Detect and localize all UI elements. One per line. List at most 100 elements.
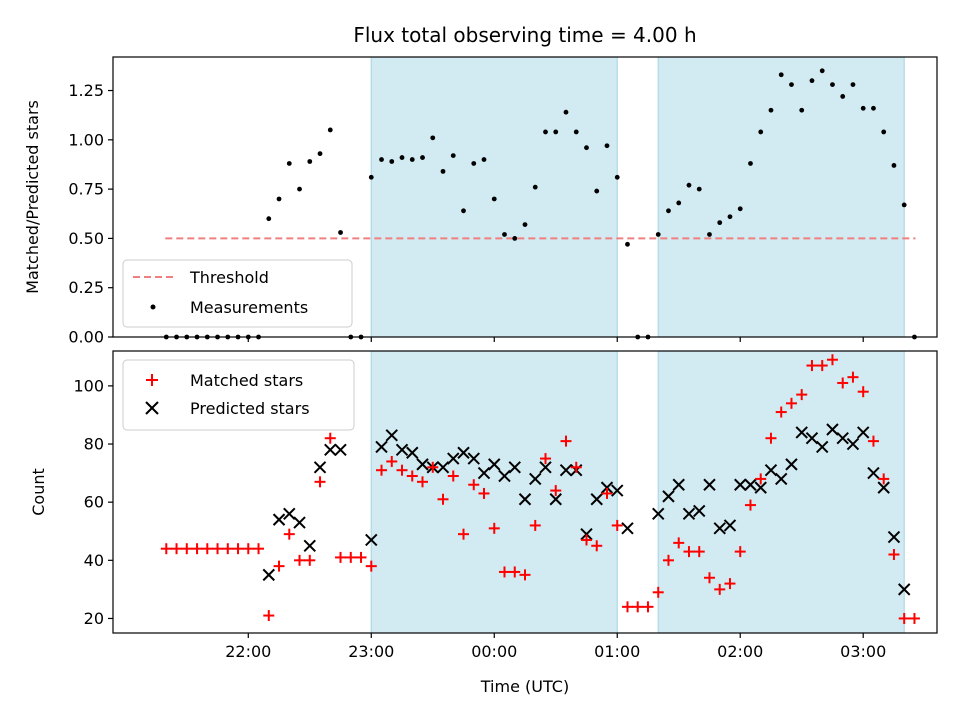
matched-point: [642, 601, 654, 613]
matched-point: [724, 578, 736, 590]
measurement-point: [317, 151, 323, 157]
matched-point: [283, 528, 295, 540]
shaded-region: [658, 351, 905, 633]
matched-point: [253, 543, 265, 555]
measurement-point: [399, 155, 405, 160]
matched-point: [591, 540, 603, 552]
legend-measurements-label: Measurements: [190, 298, 308, 317]
predicted-point: [529, 472, 542, 486]
matched-point: [878, 473, 890, 485]
bottom-y-tick-label: 60: [84, 493, 104, 512]
chart-title: Flux total observing time = 4.00 h: [353, 23, 696, 47]
bottom-axes-frame: [112, 350, 938, 634]
top-panel: 0.00 0.25 0.50 0.75 1.00 1.25 Matched/Predict…: [23, 56, 938, 347]
matched-point: [447, 470, 459, 482]
predicted-point: [436, 461, 450, 474]
matched-point: [212, 543, 224, 555]
shaded-region: [658, 57, 905, 337]
predicted-point: [734, 478, 747, 491]
predicted-point: [488, 458, 501, 471]
x-tick-label: 23:00: [348, 642, 394, 661]
measurement-point: [502, 232, 507, 237]
matched-point: [560, 435, 572, 447]
measurement-point: [871, 105, 876, 111]
matched-point: [826, 354, 838, 366]
predicted-point: [785, 458, 798, 471]
predicted-point: [559, 463, 573, 477]
measurement-point: [563, 109, 569, 115]
predicted-point: [713, 522, 726, 535]
top-x-ticks: [247, 337, 864, 342]
measurement-point: [604, 143, 610, 149]
measurement-point: [830, 82, 835, 88]
matched-point: [263, 610, 275, 622]
measurement-point: [758, 129, 764, 135]
predicted-point: [887, 530, 901, 544]
measurement-point: [717, 220, 723, 226]
measurement-point: [819, 68, 825, 74]
matched-point: [898, 612, 910, 624]
matched-point: [601, 487, 613, 499]
matched-point: [171, 543, 183, 555]
predicted-point: [723, 519, 737, 532]
matched-point: [550, 485, 562, 497]
measurement-point: [461, 208, 466, 214]
matched-point: [160, 543, 172, 555]
legend-measurements-swatch: [150, 304, 156, 310]
predicted-point: [682, 507, 696, 521]
measurement-point: [778, 72, 784, 78]
bottom-y-ticks: 20 40 60 80 100: [73, 376, 113, 628]
measurement-point: [727, 214, 733, 220]
predicted-point: [600, 481, 614, 494]
matched-point: [417, 476, 429, 488]
matched-point: [478, 487, 490, 499]
predicted-point: [539, 461, 552, 474]
matched-point: [867, 435, 879, 447]
predicted-point: [826, 423, 839, 436]
bottom-y-axis-label: Count: [29, 468, 48, 516]
matched-point: [509, 566, 521, 578]
matched-point: [908, 612, 920, 624]
top-y-tick-label: 0.00: [68, 328, 104, 347]
measurement-point: [532, 184, 538, 190]
matched-point: [857, 386, 869, 398]
measurement-point: [789, 82, 794, 88]
matched-point: [888, 549, 900, 561]
shaded-region: [371, 351, 618, 633]
measurement-point: [553, 129, 559, 135]
top-legend-box: [122, 259, 353, 328]
predicted-point: [846, 437, 860, 451]
predicted-point: [795, 426, 808, 439]
matched-point: [755, 473, 767, 485]
top-legend: Threshold Measurements: [122, 259, 353, 328]
bottom-y-tick-label: 40: [84, 551, 104, 570]
matched-point: [816, 360, 828, 372]
matched-point: [222, 543, 234, 555]
matched-point: [683, 546, 695, 558]
predicted-point: [775, 472, 788, 486]
measurement-point: [307, 159, 313, 164]
measurement-point: [614, 174, 620, 180]
bottom-y-tick-label: 80: [84, 435, 104, 454]
measurement-point: [748, 161, 753, 166]
measurement-points: [163, 68, 917, 340]
measurement-point: [522, 222, 528, 228]
matched-point: [376, 464, 388, 476]
matched-point: [427, 461, 439, 473]
predicted-point: [805, 432, 819, 445]
measurement-point: [737, 206, 743, 212]
matched-point: [437, 493, 449, 505]
predicted-point: [365, 533, 378, 547]
measurement-point: [512, 236, 518, 241]
matched-point: [365, 560, 377, 572]
matched-point: [744, 499, 756, 511]
matched-point: [796, 389, 808, 401]
predicted-point: [590, 493, 603, 506]
matched-point: [294, 554, 306, 566]
measurement-point: [881, 129, 887, 135]
predicted-point: [703, 478, 716, 491]
predicted-point: [457, 446, 470, 459]
measurement-point: [420, 155, 425, 160]
measurement-point: [584, 145, 589, 151]
measurement-point: [850, 82, 856, 88]
